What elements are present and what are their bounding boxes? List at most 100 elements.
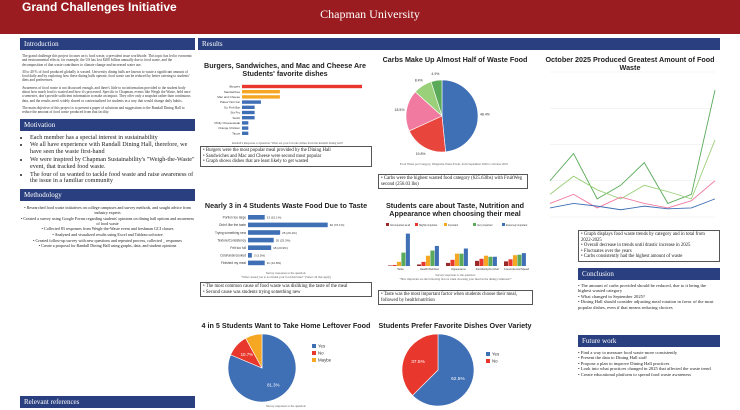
- pie-slice: [401, 333, 439, 396]
- list-item: Look into what practices changed in 2025…: [578, 366, 720, 371]
- legend-swatch: [312, 344, 316, 348]
- bar: [242, 131, 249, 135]
- data-label: 11 (12.8%): [267, 261, 281, 265]
- list-item: Find a way to measure food waste more co…: [578, 350, 720, 355]
- list-item: We all have experience with Randall Dini…: [30, 142, 195, 156]
- taste-bullets: The most common cause of food waste was …: [200, 282, 372, 298]
- bar: [483, 255, 488, 266]
- motivation-heading: Motivation: [20, 118, 195, 131]
- initiative-title: Grand Challenges Initiative: [22, 0, 177, 14]
- carbs-caption: Food Waste per Category, Weigh-the-Waste…: [400, 162, 509, 166]
- variety-chart-title: Students Prefer Favorite Dishes Over Var…: [378, 321, 532, 330]
- list-item: Carbs were the highest wasted food categ…: [381, 176, 525, 187]
- carbs-chart-title: Carbs Make Up Almost Half of Waste Food: [382, 55, 528, 64]
- bar: [248, 245, 272, 250]
- legend-swatch: [502, 223, 505, 226]
- bar: [459, 253, 464, 266]
- list-item: Propose a plan to improve Dining Hall pr…: [578, 361, 720, 366]
- bar: [454, 253, 459, 266]
- factors-xlabel: Survey responses to the question:: [435, 273, 476, 277]
- category-tick-label: Paleo/ Nori bar: [220, 100, 240, 104]
- slice-label: 48.4%: [480, 112, 490, 116]
- slice-label: 18.5%: [395, 108, 405, 112]
- leftovers-caption: Survey responses to the question:: [265, 404, 307, 408]
- bar: [242, 90, 280, 94]
- legend-label: Important: [448, 224, 458, 227]
- list-item: Sandwiches and Mac and Cheese were secon…: [203, 154, 369, 160]
- bar: [248, 253, 252, 258]
- series-line: [549, 139, 716, 200]
- category-tick-label: Familiarity/Comfort: [476, 267, 500, 271]
- reasons-bar-chart: Portion too large 13 (15.1%) Didn't like t…: [215, 215, 345, 266]
- category-tick-label: Trying something new: [215, 231, 247, 235]
- category-tick-label: Sushi: [232, 116, 240, 120]
- references-heading: Relevant references: [20, 396, 195, 408]
- intro-paragraph-1: The grand challenge this project focuses…: [22, 54, 193, 67]
- list-item: Burgers were the most popular meal provi…: [203, 148, 369, 154]
- legend-label: Extremely important: [506, 224, 528, 227]
- list-item: Researched food waste initiatives on col…: [20, 205, 195, 215]
- methodology-list: Researched food waste initiatives on col…: [20, 205, 195, 248]
- slice-label: 8.4%: [415, 78, 423, 82]
- bar: [517, 254, 522, 266]
- list-item: Create educational platform to spread fo…: [578, 372, 720, 377]
- left-column: Introduction The grand challenge this pr…: [20, 38, 195, 410]
- university-name: Chapman University: [320, 7, 420, 21]
- bar: [242, 105, 255, 109]
- list-item: Taste was the most important factor when…: [381, 292, 530, 303]
- category-tick-label: Didn't like the taste: [219, 223, 246, 227]
- intro-paragraph-4: The main objective of this project is to…: [22, 105, 185, 115]
- data-label: 18 (20.9%): [273, 246, 288, 250]
- list-item: Present the data to Dining Hall staff: [578, 355, 720, 360]
- variety-pie-chart: 62.5% 37.5% Yes No: [401, 333, 500, 407]
- bar: [479, 258, 484, 266]
- data-label: 62 (72.1%): [330, 223, 345, 227]
- bar: [248, 260, 265, 266]
- list-item: The amount of carbs provided should be r…: [578, 283, 720, 294]
- intro-paragraph-2: 30 to 40 % of food produced globally is …: [22, 69, 190, 83]
- category-tick-label: Sandwiches: [224, 90, 241, 94]
- legend-swatch: [486, 359, 490, 363]
- legend-label: Yes: [492, 352, 500, 357]
- poster-header: Grand Challenges Initiative Chapman Univ…: [0, 0, 740, 34]
- factors-caption: "How important are the following factors…: [399, 277, 512, 281]
- favorites-chart-title: Burgers, Sandwiches, and Mac and Cheese …: [204, 61, 366, 78]
- factors-grouped-bar-chart: Not important at all Slightly important Im…: [386, 223, 530, 271]
- slice-label: 81.3%: [267, 382, 280, 387]
- intro-paragraph-3: Awareness of food waste is not discussed…: [22, 85, 191, 103]
- slice-label: 19.8%: [416, 152, 426, 156]
- leftovers-chart-title: 4 in 5 Students Want to Take Home Leftov…: [201, 321, 371, 330]
- list-item: Analyzed and visualized results using Ex…: [20, 232, 195, 237]
- bar: [421, 261, 426, 266]
- bar: [521, 253, 526, 266]
- bar: [504, 261, 509, 266]
- list-item: Graph displays food waste trends by cate…: [581, 232, 717, 243]
- bar: [475, 260, 480, 266]
- category-tick-label: Texture/Consistency: [217, 238, 246, 242]
- slice-label: 62.5%: [451, 376, 465, 382]
- bar: [242, 126, 249, 130]
- taste-caption: "What caused you to not finish your food…: [241, 275, 331, 279]
- category-tick-label: Tacos: [232, 131, 240, 135]
- introduction-heading: Introduction: [20, 38, 195, 50]
- list-item: Graph shows dishes that are least likely…: [203, 159, 369, 165]
- favorites-caption: Randall's Response to Question: What are…: [231, 141, 344, 145]
- motivation-list: Each member has a special interest in su…: [30, 134, 195, 186]
- october-bullets: Graph displays food waste trends by cate…: [578, 230, 720, 262]
- bar: [425, 255, 430, 266]
- data-label: 3 (3.5%): [254, 254, 265, 258]
- bar: [248, 237, 274, 243]
- list-item: Overall decrease in trends until drastic…: [581, 243, 717, 249]
- list-item: Created a survey using Google Forms rega…: [20, 216, 195, 226]
- legend-swatch: [486, 352, 490, 356]
- bar: [434, 245, 439, 266]
- category-tick-label: Mac and Cheese: [217, 95, 240, 99]
- bar: [446, 262, 451, 266]
- category-tick-label: Finished my meal: [221, 261, 246, 265]
- bar: [492, 256, 497, 266]
- bar: [396, 261, 401, 266]
- taste-chart-title: Nearly 3 in 4 Students Waste Food Due to…: [204, 201, 368, 210]
- bar: [512, 255, 517, 266]
- carbs-bullets: Carbs were the highest wasted food categ…: [378, 174, 528, 190]
- bar: [248, 215, 265, 220]
